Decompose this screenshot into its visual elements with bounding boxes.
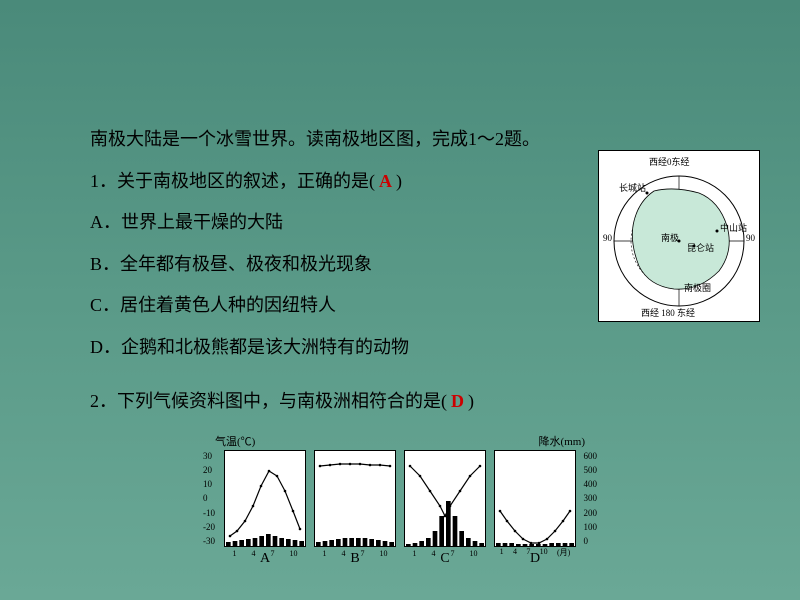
map-label-bottom: 西经 180 东经 (641, 306, 695, 319)
map-label-kunlun: 昆仑站 (687, 241, 714, 254)
precip-axis-label: 降水(mm) (539, 433, 585, 449)
map-label-left: 90 (603, 233, 612, 243)
map-label-southpole: 南极 (661, 231, 679, 244)
chart-d: 降水(mm) 6005004003002001000 14710(月) (494, 450, 576, 547)
q1-option-d: D．企鹅和北极熊都是该大洲特有的动物 (90, 328, 710, 368)
map-label-greatwall: 长城站 (619, 181, 646, 194)
map-label-zhongshan: 中山站 (720, 221, 747, 234)
chart-b: 14710 (314, 450, 396, 547)
q2-answer: D (447, 391, 468, 411)
map-label-circle: 南极圈 (684, 281, 711, 294)
antarctica-map: 西经0东经 西经 180 东经 90 90 长城站 中山站 昆仑站 南极 南极圈 (598, 150, 760, 322)
chart-a: 气温(℃) 3020100-10-20-30 14710 (224, 450, 306, 547)
climate-charts: 气温(℃) 3020100-10-20-30 14710 14710 14710… (200, 450, 600, 570)
map-label-top: 西经0东经 (649, 155, 690, 168)
map-label-right: 90 (746, 233, 755, 243)
chart-c: 14710 (404, 450, 486, 547)
q1-answer: A (375, 171, 396, 191)
q2-stem: 2．下列气候资料图中，与南极洲相符合的是(D) (90, 382, 710, 422)
temp-axis-label: 气温(℃) (215, 433, 255, 449)
